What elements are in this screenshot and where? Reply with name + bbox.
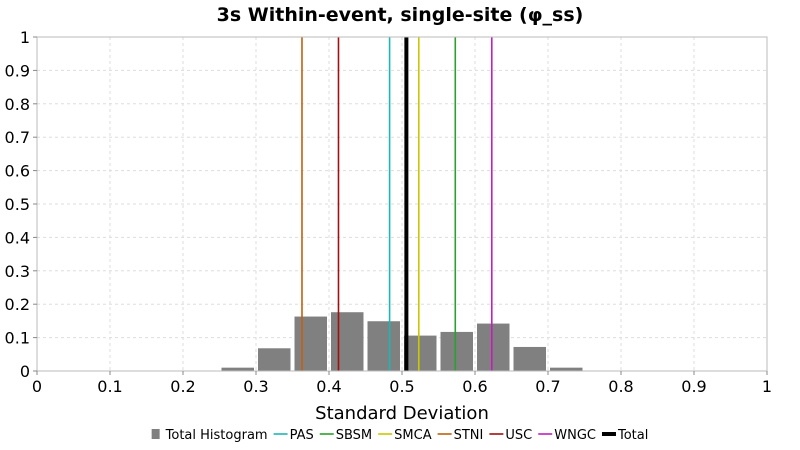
x-tick-label: 0.7 [535, 377, 560, 396]
y-tick-label: 0.2 [5, 295, 30, 314]
legend-item-wngc: WNGC [538, 428, 596, 443]
histogram-bar [367, 321, 400, 371]
legend-label: SBSM [336, 428, 372, 443]
legend-item-usc: USC [489, 428, 532, 443]
grid [36, 36, 768, 372]
x-tick-label: 0.8 [608, 377, 633, 396]
legend-label: SMCA [394, 428, 432, 443]
legend-item-stni: STNI [437, 428, 484, 443]
y-tick-label: 0.1 [5, 329, 30, 348]
x-tick-label: 0.3 [243, 377, 268, 396]
histogram-bar [294, 316, 327, 371]
y-tick-label: 0.4 [5, 228, 30, 247]
histogram-bar [513, 346, 546, 371]
y-tick-label: 0.6 [5, 162, 30, 181]
y-axis-ticks: 0 0.1 0.2 0.3 0.4 0.5 0.6 0.7 0.8 0.9 1 [5, 28, 37, 381]
histogram-bar [550, 367, 583, 371]
y-tick-label: 0.3 [5, 262, 30, 281]
legend-label: Total [617, 428, 648, 443]
y-tick-label: 0.9 [5, 61, 30, 80]
legend-label: STNI [454, 428, 484, 443]
histogram-bar [331, 312, 364, 371]
legend-item-pas: PAS [273, 428, 314, 443]
histogram-bar [477, 323, 510, 371]
legend-label: PAS [290, 428, 314, 443]
legend-label: Total Histogram [165, 428, 268, 443]
histogram-bar [258, 348, 291, 371]
x-tick-label: 1 [762, 377, 772, 396]
histogram-bar [440, 331, 473, 371]
histogram-bar [404, 335, 437, 371]
legend-item-smca: SMCA [378, 428, 432, 443]
x-tick-label: 0.5 [389, 377, 414, 396]
x-tick-label: 0.9 [681, 377, 706, 396]
x-tick-label: 0 [32, 377, 42, 396]
x-tick-label: 0.4 [316, 377, 341, 396]
x-tick-label: 0.2 [170, 377, 195, 396]
x-axis-label: Standard Deviation [315, 403, 489, 424]
y-tick-label: 0.8 [5, 95, 30, 114]
y-tick-label: 0.5 [5, 195, 30, 214]
legend: Total Histogram PAS SBSM SMCA STNI USC WNGC Tot… [151, 428, 648, 443]
legend-label: WNGC [554, 428, 596, 443]
histogram-bar [221, 367, 254, 371]
chart-title: 3s Within-event, single-site (φ_ss) [217, 4, 584, 26]
x-tick-label: 0.1 [97, 377, 122, 396]
y-tick-label: 0.7 [5, 128, 30, 147]
y-tick-label: 1 [20, 28, 30, 47]
x-axis-ticks: 0 0.1 0.2 0.3 0.4 0.5 0.6 0.7 0.8 0.9 1 [32, 371, 772, 396]
legend-label: USC [505, 428, 532, 443]
legend-swatch [151, 429, 160, 439]
legend-item-total: Total [601, 428, 648, 443]
x-tick-label: 0.6 [462, 377, 487, 396]
histogram-bars [221, 312, 583, 371]
legend-item-total-histogram: Total Histogram [151, 428, 268, 443]
series-lines [301, 37, 493, 371]
y-tick-label: 0 [20, 362, 30, 381]
legend-item-sbsm: SBSM [319, 428, 372, 443]
